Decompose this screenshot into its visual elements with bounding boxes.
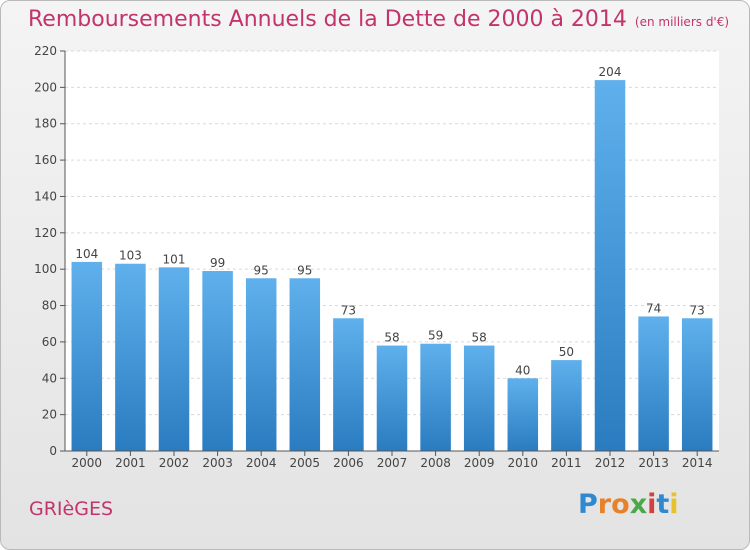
y-tick-label: 220 xyxy=(34,44,57,58)
bar xyxy=(551,360,582,451)
title-text: Remboursements Annuels de la Dette de 20… xyxy=(28,7,627,32)
y-tick-label: 60 xyxy=(42,335,57,349)
axes: 0 20 40 60 80 100 120 140 160 180 200 220 2000 2001 20… xyxy=(34,44,719,470)
proxiti-logo: Proxiti xyxy=(578,489,679,520)
bar xyxy=(115,263,146,451)
x-tick-label: 2012 xyxy=(595,456,626,470)
y-tick-label: 140 xyxy=(34,189,57,203)
bar xyxy=(158,267,190,451)
chart-subtitle: (en milliers d'€) xyxy=(634,15,730,29)
y-tick-label: 80 xyxy=(42,299,57,313)
y-tick-label: 100 xyxy=(34,262,57,276)
x-tick-label: 2009 xyxy=(464,456,495,470)
bar-value-label: 74 xyxy=(646,301,661,315)
chart-title: Remboursements Annuels de la Dette de 20… xyxy=(28,7,729,32)
bar xyxy=(376,345,408,451)
bar-value-label: 104 xyxy=(75,247,98,261)
x-tick-label: 2013 xyxy=(638,456,669,470)
bar-value-label: 58 xyxy=(472,331,487,345)
bar-value-label: 99 xyxy=(210,256,225,270)
y-tick-label: 0 xyxy=(49,444,57,458)
bar xyxy=(638,316,669,451)
y-tick-label: 200 xyxy=(34,80,57,94)
bar-value-label: 95 xyxy=(254,263,269,277)
x-tick-label: 2010 xyxy=(508,456,539,470)
bar xyxy=(681,318,713,451)
y-tick-label: 180 xyxy=(34,117,57,131)
city-name: GRIèGES xyxy=(29,498,114,520)
x-tick-label: 2014 xyxy=(682,456,713,470)
x-tick-label: 2003 xyxy=(202,456,233,470)
x-tick-label: 2004 xyxy=(246,456,277,470)
bar xyxy=(289,278,321,451)
x-tick-label: 2006 xyxy=(333,456,364,470)
y-tick-label: 40 xyxy=(42,371,57,385)
y-tick-label: 120 xyxy=(34,226,57,240)
bar xyxy=(463,345,495,451)
bar-value-label: 59 xyxy=(428,329,443,343)
bars: 104 103 101 99 95 95 73 58 59 58 40 50 204 74 73 xyxy=(71,65,713,451)
bar-value-label: 50 xyxy=(559,345,574,359)
x-tick-label: 2007 xyxy=(377,456,408,470)
bar-value-label: 103 xyxy=(119,249,142,263)
bar-value-label: 101 xyxy=(163,252,186,266)
bar-value-label: 73 xyxy=(341,303,356,317)
bar xyxy=(333,318,364,451)
bar xyxy=(71,261,103,451)
bar xyxy=(507,378,539,451)
bar xyxy=(245,278,277,451)
x-tick-label: 2011 xyxy=(551,456,582,470)
bar-value-label: 40 xyxy=(515,363,530,377)
x-tick-label: 2005 xyxy=(290,456,321,470)
y-tick-label: 20 xyxy=(42,408,57,422)
x-tick-label: 2001 xyxy=(115,456,146,470)
bar xyxy=(202,271,233,451)
bar-value-label: 204 xyxy=(599,65,622,79)
bar xyxy=(420,343,451,451)
bar-value-label: 58 xyxy=(384,331,399,345)
x-tick-label: 2008 xyxy=(420,456,451,470)
x-tick-label: 2002 xyxy=(159,456,190,470)
bar xyxy=(594,80,626,451)
bar-value-label: 95 xyxy=(297,263,312,277)
bar-value-label: 73 xyxy=(690,303,705,317)
x-tick-label: 2000 xyxy=(72,456,103,470)
y-tick-label: 160 xyxy=(34,153,57,167)
